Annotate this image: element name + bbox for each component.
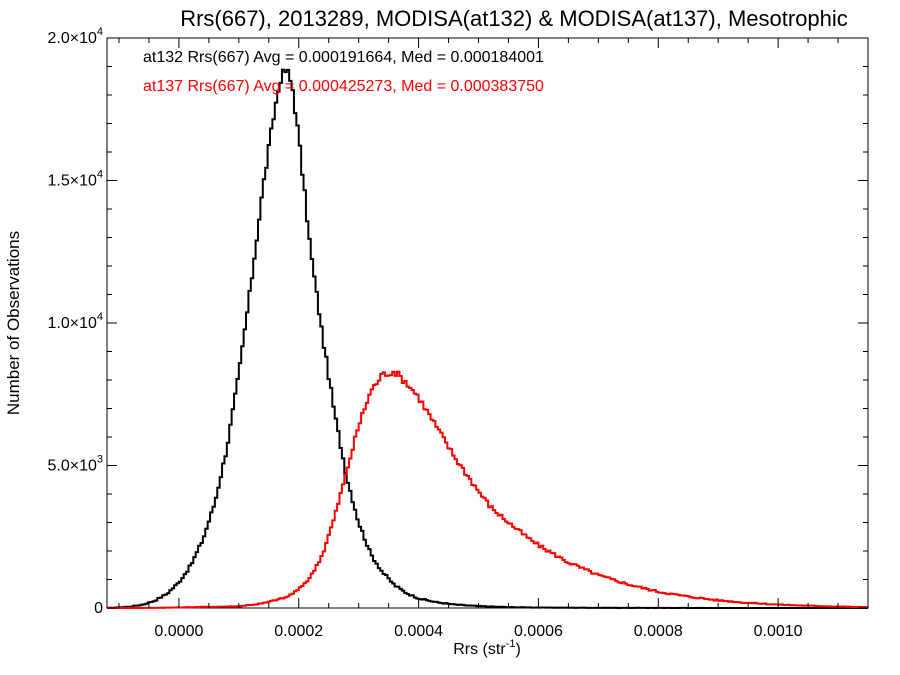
x-tick-label: 0.0004	[394, 623, 443, 640]
series-layer	[107, 68, 868, 609]
y-tick-label: 0	[94, 600, 103, 617]
series-line-at137	[107, 370, 868, 609]
x-axis-label-exponent: -1	[506, 638, 516, 650]
x-tick-label: 0.0002	[274, 623, 323, 640]
legend-stats-at132: at132 Rrs(667) Avg = 0.000191664, Med = …	[143, 49, 544, 66]
x-tick-label: 0.0000	[154, 623, 203, 640]
y-tick-label: 2.0×104	[47, 26, 103, 47]
axis-layer: 0.0000 0.0002 0.0004 0.0006 0.0008 0.0010 0 5.0…	[47, 26, 869, 640]
x-tick-label: 0.0010	[754, 623, 803, 640]
x-axis-label-main: Rrs (str	[453, 641, 506, 658]
series-line-at132	[107, 68, 868, 609]
x-tick-label: 0.0008	[634, 623, 683, 640]
y-tick-label: 1.5×104	[47, 169, 103, 190]
x-axis-label-close: )	[515, 641, 520, 658]
y-tick-label: 5.0×103	[47, 454, 103, 475]
x-tick-label: 0.0006	[514, 623, 563, 640]
y-tick-label: 1.0×104	[47, 311, 103, 332]
x-axis-label: Rrs (str-1)	[453, 638, 521, 658]
legend-stats-at137: at137 Rrs(667) Avg = 0.000425273, Med = …	[143, 78, 544, 95]
y-axis-label: Number of Observations	[4, 231, 23, 415]
chart-title: Rrs(667), 2013289, MODISA(at132) & MODIS…	[180, 6, 848, 31]
